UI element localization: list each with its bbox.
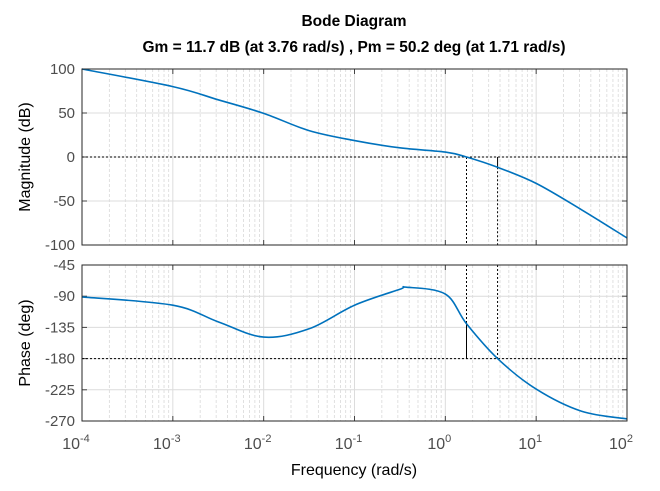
x-tick-label: 10-3	[153, 433, 181, 453]
magnitude-axes-box	[81, 68, 628, 246]
chart-title: Bode Diagram	[301, 13, 406, 30]
y-tick-label: 100	[50, 61, 75, 78]
y-tick-label: -90	[53, 288, 75, 305]
y-tick-label: -180	[45, 351, 75, 368]
x-tick-label: 10-4	[62, 433, 90, 453]
y-tick-label: -225	[45, 382, 75, 399]
x-tick-label: 10-1	[335, 433, 363, 453]
y-tick-label: 50	[58, 105, 75, 122]
x-axis-label: Frequency (rad/s)	[291, 462, 417, 479]
y-tick-label: -270	[45, 413, 75, 430]
y-tick-label: -100	[45, 237, 75, 254]
y-tick-label: -50	[53, 193, 75, 210]
y-tick-label: -45	[53, 257, 75, 274]
magnitude-y-label: Magnitude (dB)	[17, 102, 34, 211]
chart-subtitle: Gm = 11.7 dB (at 3.76 rad/s) , Pm = 50.2…	[143, 39, 566, 56]
x-tick-label: 10-2	[244, 433, 272, 453]
phase-y-label: Phase (deg)	[17, 299, 34, 386]
x-tick-label: 100	[427, 433, 451, 453]
x-tick-label: 101	[518, 433, 542, 453]
x-tick-label: 102	[609, 433, 633, 453]
magnitude-curve	[81, 68, 628, 239]
y-tick-label: -135	[45, 319, 75, 336]
phase-curve	[81, 285, 628, 420]
y-tick-label: 0	[67, 149, 75, 166]
phase-axes-box	[81, 264, 628, 422]
